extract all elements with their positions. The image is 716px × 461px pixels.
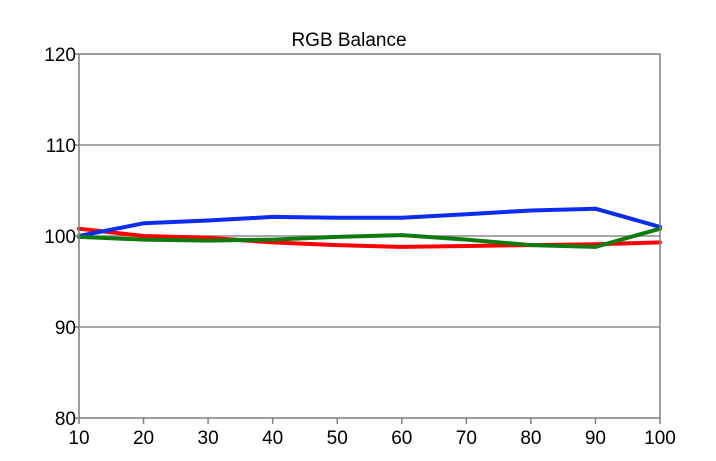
y-axis-ticks: 120 110 100 90 80	[44, 45, 79, 430]
x-tick-label: 50	[327, 428, 348, 449]
series-line-1	[77, 206, 662, 238]
series-line-2	[77, 226, 662, 249]
y-tick-label: 100	[44, 227, 76, 248]
x-tick-label: 20	[133, 428, 154, 449]
x-tick-label: 40	[262, 428, 283, 449]
y-tick-label: 80	[55, 409, 76, 430]
y-tick-label: 90	[55, 318, 76, 339]
chart-title: RGB Balance	[291, 30, 406, 51]
x-tick-label: 80	[520, 428, 541, 449]
x-tick-label: 60	[391, 428, 412, 449]
x-tick-label: 70	[456, 428, 477, 449]
y-tick-label: 110	[46, 136, 76, 157]
y-tick-label: 120	[44, 45, 76, 66]
x-tick-label: 100	[644, 428, 676, 449]
x-tick-label: 10	[68, 428, 89, 449]
series-lines	[77, 206, 662, 249]
x-tick-label: 30	[198, 428, 219, 449]
x-tick-label: 90	[585, 428, 606, 449]
x-axis-ticks: 10 20 30 40 50 60 70 80 90 100	[68, 418, 676, 449]
